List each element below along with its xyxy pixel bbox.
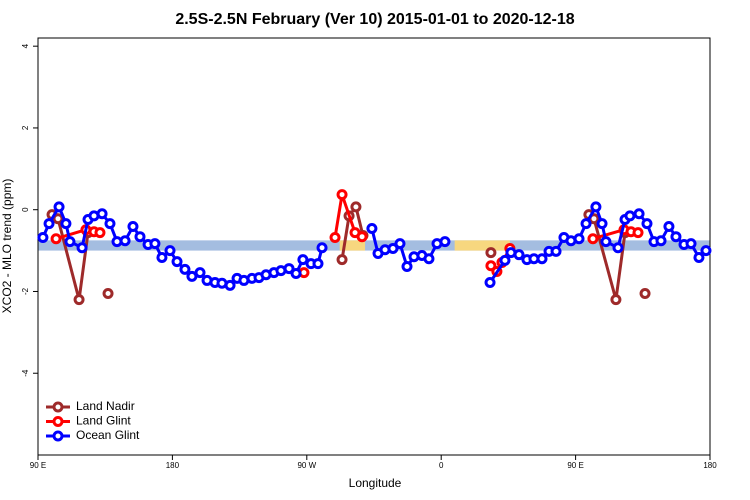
x-tick-label: 90 W [297, 461, 316, 470]
data-point [590, 201, 602, 213]
data-point [149, 238, 161, 250]
data-point [663, 220, 675, 232]
data-point [194, 267, 206, 279]
data-point [283, 263, 295, 275]
data-point [624, 210, 636, 222]
data-point [401, 261, 413, 273]
data-point [164, 245, 176, 257]
data-point [290, 267, 302, 279]
x-tick-label: 0 [439, 461, 444, 470]
data-point [484, 276, 496, 288]
data-point [439, 236, 451, 248]
data-point [693, 252, 705, 264]
y-tick-label: -2 [21, 287, 30, 295]
data-point [60, 218, 72, 230]
legend-label: Land Glint [76, 414, 131, 428]
y-tick-label: 2 [21, 125, 30, 130]
data-point [73, 294, 85, 306]
data-point [96, 208, 108, 220]
data-point [53, 201, 65, 213]
data-point [485, 247, 497, 259]
data-point [312, 258, 324, 270]
reference-band [38, 240, 710, 251]
data-point [37, 232, 49, 244]
data-point [655, 235, 667, 247]
data-point [633, 208, 645, 220]
data-point [632, 227, 644, 239]
data-point [366, 223, 378, 235]
data-point [50, 233, 62, 245]
data-point [573, 233, 585, 245]
y-axis-label: XCO2 - MLO trend (ppm) [0, 179, 14, 314]
plot-frame [37, 37, 711, 456]
x-tick-label: 90 E [30, 461, 46, 470]
data-point [700, 245, 712, 257]
data-point [536, 253, 548, 265]
data-point [52, 213, 64, 225]
y-tick-label: -4 [21, 369, 30, 377]
data-point [587, 233, 599, 245]
data-point [612, 242, 624, 254]
data-point [76, 242, 88, 254]
data-point [685, 238, 697, 250]
data-point [329, 232, 341, 244]
x-axis-label: Longitude [349, 476, 402, 490]
data-point [336, 254, 348, 266]
legend-marker [52, 401, 64, 413]
y-tick-label: 0 [21, 207, 30, 212]
data-point [119, 235, 131, 247]
data-point [127, 220, 139, 232]
chart-title: 2.5S-2.5N February (Ver 10) 2015-01-01 t… [175, 11, 574, 28]
land-band [454, 240, 510, 251]
data-point [596, 218, 608, 230]
data-point [179, 263, 191, 275]
legend-label: Land Nadir [76, 399, 135, 413]
data-point [43, 218, 55, 230]
legend-marker [52, 416, 64, 427]
data-point [102, 288, 114, 300]
data-point [499, 254, 511, 266]
data-point [670, 231, 682, 243]
data-point [94, 227, 106, 239]
data-point [580, 218, 592, 230]
data-point [550, 245, 562, 257]
data-point [350, 201, 362, 213]
data-point [641, 218, 653, 230]
data-point [224, 279, 236, 291]
data-point [297, 254, 309, 266]
data-point [64, 236, 76, 248]
data-point [316, 242, 328, 254]
data-point [600, 236, 612, 248]
x-tick-label: 180 [166, 461, 180, 470]
data-point [394, 238, 406, 250]
data-point [387, 243, 399, 255]
land-band [339, 240, 366, 251]
data-point [171, 256, 183, 268]
data-point [639, 288, 651, 300]
data-point [610, 294, 622, 306]
x-tick-label: 90 E [567, 461, 583, 470]
data-point [104, 218, 116, 230]
data-point [423, 253, 435, 265]
data-point [513, 249, 525, 261]
data-point [336, 189, 348, 201]
legend-marker [52, 430, 64, 442]
y-tick-label: 4 [21, 43, 30, 48]
legend-label: Ocean Glint [76, 428, 140, 442]
data-point [356, 231, 368, 243]
data-point [156, 252, 168, 264]
x-tick-label: 180 [703, 461, 717, 470]
data-point [134, 231, 146, 243]
